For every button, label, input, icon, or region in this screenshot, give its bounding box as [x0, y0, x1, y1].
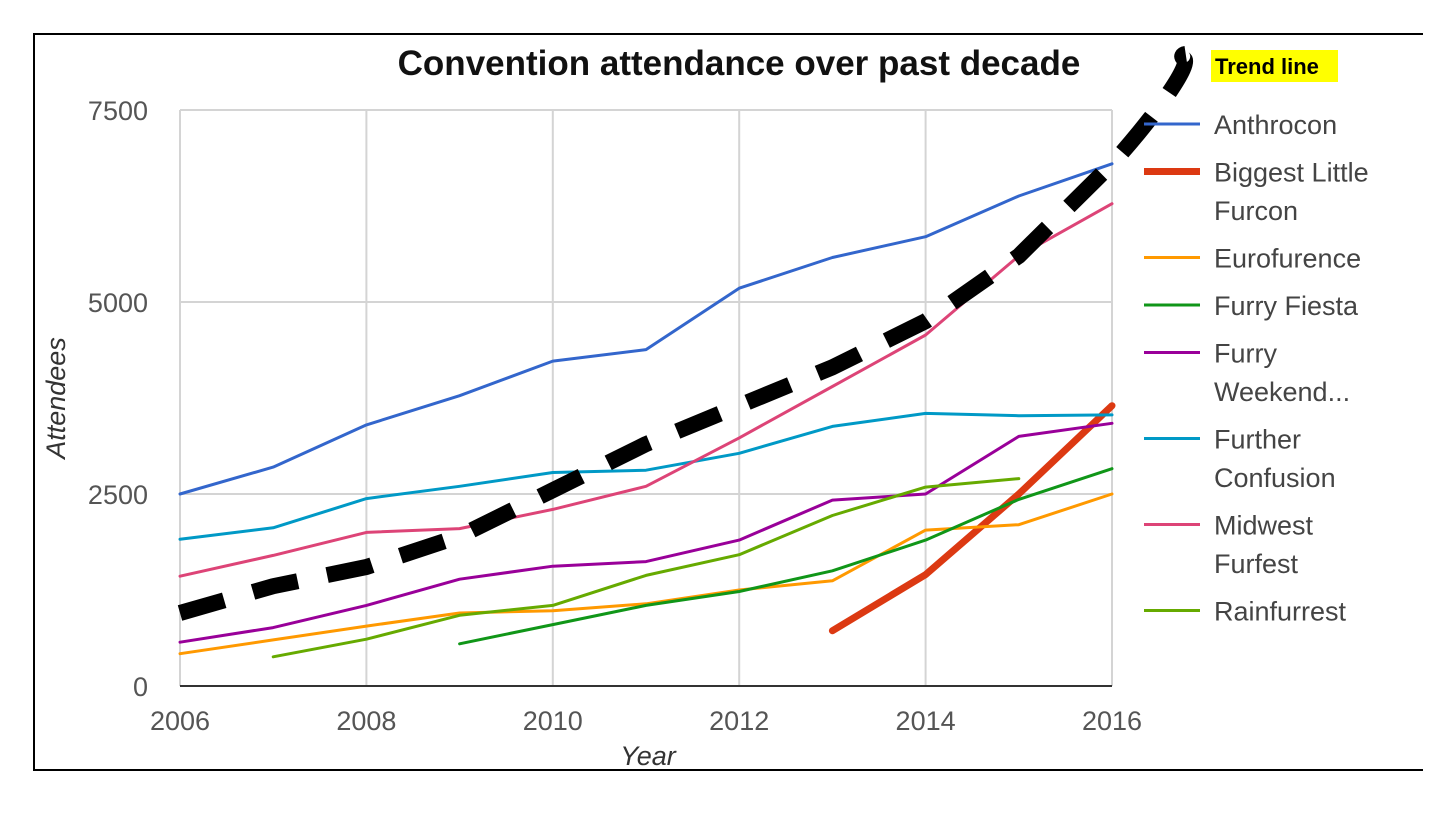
legend-label: Furry Fiesta	[1214, 291, 1359, 321]
legend-label: Anthrocon	[1214, 110, 1337, 140]
x-tick-label: 2008	[336, 706, 396, 736]
x-tick-label: 2012	[709, 706, 769, 736]
series-line-biggest-little-furcon	[828, 402, 1116, 635]
line-chart: 2006 2008 2010 2012 2014 2016 0 2500 5000 7500 Yea…	[41, 44, 1369, 771]
grid-lines	[179, 109, 1113, 687]
x-tick-label: 2016	[1082, 706, 1142, 736]
legend-label: Furry Weekend...	[1214, 339, 1350, 408]
legend-item: Midwest Furfest	[1144, 511, 1314, 580]
y-tick-label: 0	[133, 672, 148, 702]
legend-label: Midwest Furfest	[1214, 511, 1314, 580]
chart-frame: 2006 2008 2010 2012 2014 2016 0 2500 5000 7500 Yea…	[33, 33, 1423, 771]
legend-item: Further Confusion	[1144, 425, 1336, 494]
series-line-rainfurrest	[271, 477, 1021, 659]
series-lines	[178, 162, 1116, 659]
x-tick-label: 2014	[896, 706, 956, 736]
annotation-label: Trend line	[1215, 54, 1319, 79]
trend-line	[177, 45, 1212, 621]
legend-item: Furry Weekend...	[1144, 339, 1350, 408]
legend-label: Eurofurence	[1214, 244, 1361, 274]
axis-labels: 2006 2008 2010 2012 2014 2016 0 2500 5000 7500 Yea…	[41, 96, 1142, 771]
x-tick-label: 2010	[523, 706, 583, 736]
legend-item: Rainfurrest	[1144, 597, 1347, 627]
annotation-highlight	[1211, 50, 1338, 82]
chart-title: Convention attendance over past decade	[398, 44, 1081, 83]
series-line-anthrocon	[178, 162, 1114, 496]
y-axis-title: Attendees	[41, 337, 71, 461]
legend-item: Anthrocon	[1144, 110, 1337, 140]
x-tick-label: 2006	[150, 706, 210, 736]
legend: Anthrocon Biggest Little Furcon Eurofurence…	[1144, 110, 1369, 627]
series-line-furry-weekend	[178, 421, 1114, 644]
trend-line-annotation: Trend line	[1211, 50, 1338, 82]
legend-label: Biggest Little Furcon	[1214, 158, 1369, 227]
legend-label: Further Confusion	[1214, 425, 1336, 494]
series-line-furry-fiesta	[458, 467, 1114, 646]
trend-line-layer	[177, 45, 1212, 621]
legend-item: Furry Fiesta	[1144, 291, 1359, 321]
legend-item: Biggest Little Furcon	[1144, 158, 1369, 227]
series-line-eurofurence	[178, 492, 1114, 656]
legend-label: Rainfurrest	[1214, 597, 1347, 627]
y-tick-label: 5000	[88, 288, 148, 318]
legend-item: Eurofurence	[1144, 244, 1361, 274]
y-tick-label: 2500	[88, 480, 148, 510]
x-axis-title: Year	[620, 741, 677, 771]
series-line-further-confusion	[178, 411, 1114, 541]
y-tick-label: 7500	[88, 96, 148, 126]
